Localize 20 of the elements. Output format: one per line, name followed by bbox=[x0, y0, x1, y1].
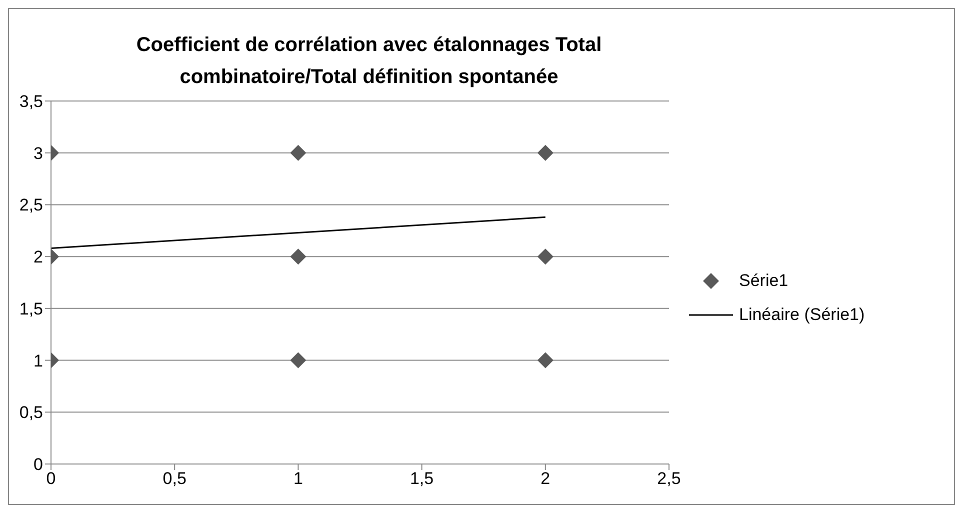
point bbox=[537, 144, 554, 161]
x-tick-label: 2 bbox=[540, 469, 550, 488]
y-tick-label: 0 bbox=[34, 455, 43, 474]
x-tick-label: 1 bbox=[293, 469, 303, 488]
legend-label: Série1 bbox=[739, 271, 788, 291]
x-tick-label: 1,5 bbox=[410, 469, 434, 488]
y-tick-label: 2 bbox=[34, 248, 43, 267]
point bbox=[537, 248, 554, 265]
x-tick-label: 2,5 bbox=[657, 469, 681, 488]
x-tick-label: 0 bbox=[46, 469, 56, 488]
legend-label: Linéaire (Série1) bbox=[739, 305, 865, 325]
y-tick-label: 1 bbox=[34, 351, 43, 370]
y-tick-label: 1,5 bbox=[19, 299, 43, 318]
y-tick-label: 0,5 bbox=[19, 403, 43, 422]
y-tick-label: 3 bbox=[34, 144, 43, 163]
x-tick-label: 0,5 bbox=[162, 469, 186, 488]
chart-title: Coefficient de corrélation avec étalonnages Total combinatoire/Total définition spontanée bbox=[135, 33, 603, 90]
y-tick-label: 2,5 bbox=[19, 196, 43, 215]
point bbox=[537, 352, 554, 368]
y-tick-label: 3,5 bbox=[19, 92, 43, 112]
